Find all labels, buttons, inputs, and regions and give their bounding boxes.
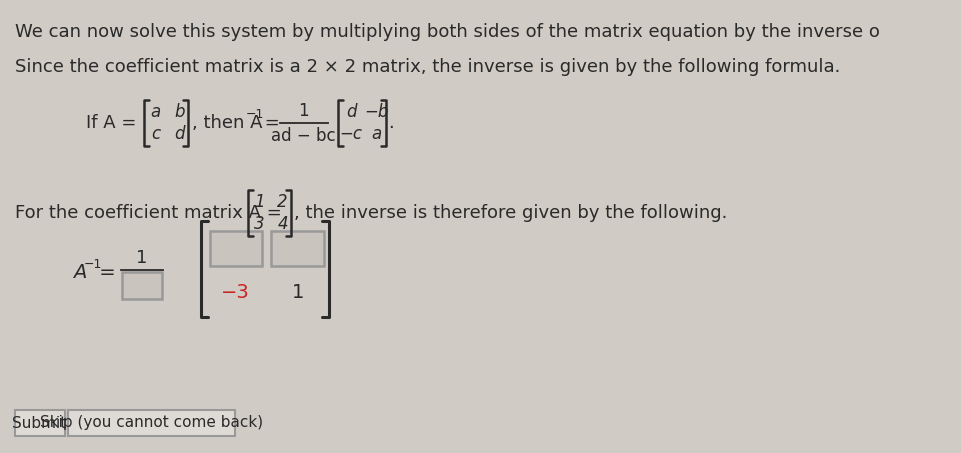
Text: =: = bbox=[259, 114, 280, 132]
Text: Skip (you cannot come back): Skip (you cannot come back) bbox=[40, 415, 263, 430]
Text: , the inverse is therefore given by the following.: , the inverse is therefore given by the … bbox=[294, 204, 727, 222]
FancyBboxPatch shape bbox=[272, 231, 324, 265]
Text: c: c bbox=[151, 125, 160, 143]
Text: −1: −1 bbox=[84, 259, 102, 271]
Text: −c: −c bbox=[339, 125, 362, 143]
Text: d: d bbox=[346, 103, 357, 121]
Text: −b: −b bbox=[365, 103, 389, 121]
Text: 2: 2 bbox=[278, 193, 288, 211]
Text: 1: 1 bbox=[291, 283, 304, 302]
FancyBboxPatch shape bbox=[14, 410, 64, 436]
Text: 1: 1 bbox=[299, 102, 309, 120]
FancyBboxPatch shape bbox=[209, 231, 262, 265]
Text: =: = bbox=[93, 264, 115, 283]
Text: a: a bbox=[372, 125, 382, 143]
Text: 1: 1 bbox=[136, 249, 148, 267]
Text: A: A bbox=[73, 264, 86, 283]
Text: ad − bc: ad − bc bbox=[271, 127, 336, 145]
Text: If A =: If A = bbox=[86, 114, 136, 132]
Text: a: a bbox=[151, 103, 160, 121]
Text: 3: 3 bbox=[254, 215, 265, 233]
Text: , then A: , then A bbox=[192, 114, 262, 132]
Text: d: d bbox=[175, 125, 185, 143]
Text: Since the coefficient matrix is a 2 × 2 matrix, the inverse is given by the foll: Since the coefficient matrix is a 2 × 2 … bbox=[15, 58, 841, 76]
Text: b: b bbox=[175, 103, 185, 121]
Text: −3: −3 bbox=[221, 283, 250, 302]
FancyBboxPatch shape bbox=[68, 410, 234, 436]
Text: 4: 4 bbox=[278, 215, 288, 233]
Text: We can now solve this system by multiplying both sides of the matrix equation by: We can now solve this system by multiply… bbox=[15, 23, 880, 41]
Text: Submit: Submit bbox=[12, 415, 66, 430]
Text: 1: 1 bbox=[254, 193, 265, 211]
FancyBboxPatch shape bbox=[122, 271, 162, 299]
Text: For the coefficient matrix A =: For the coefficient matrix A = bbox=[15, 204, 283, 222]
Text: −1: −1 bbox=[245, 107, 263, 120]
Text: .: . bbox=[388, 114, 394, 132]
